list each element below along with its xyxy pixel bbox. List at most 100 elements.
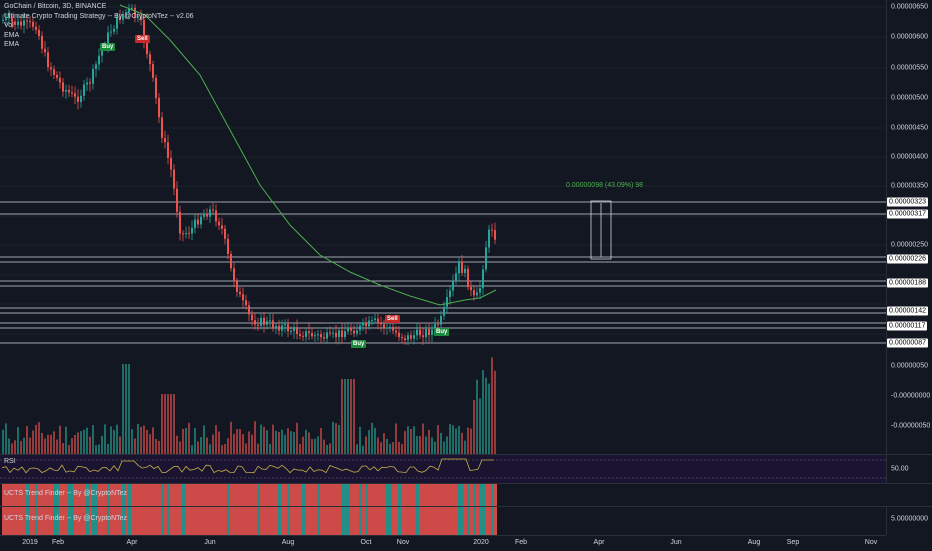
trend-stripe: [455, 507, 458, 535]
candle-body: [158, 98, 160, 118]
trend-finder-title-2[interactable]: UCTS Trend Finder -- By @CryptoNTez: [4, 515, 128, 522]
candlestick-chart[interactable]: [0, 0, 886, 350]
volume-bar: [5, 423, 7, 454]
candle-body: [452, 281, 454, 291]
candle-body: [236, 281, 238, 293]
trend-stripe: [197, 484, 200, 506]
rsi-axis[interactable]: 50.00: [886, 455, 932, 483]
trend-stripe: [143, 507, 146, 535]
candle-body: [164, 138, 166, 143]
trend-finder-title-1[interactable]: UCTS Trend Finder -- By @CryptoNTez: [4, 490, 128, 497]
trend-stripe: [38, 507, 41, 535]
candle-body: [299, 334, 301, 336]
rsi-title[interactable]: RSI: [4, 458, 16, 465]
legend-ema-1[interactable]: EMA: [4, 31, 20, 39]
trend-stripe: [281, 507, 284, 535]
volume-bar: [20, 441, 22, 454]
trend-stripe: [230, 507, 233, 535]
trend-stripe: [452, 484, 455, 506]
signal-buy-1: Buy: [100, 43, 116, 51]
trend-stripe: [143, 484, 146, 506]
trend-stripe: [464, 507, 467, 535]
pane-separator[interactable]: [0, 483, 932, 484]
trend-stripe: [239, 484, 242, 506]
volume-bar: [257, 443, 259, 454]
trend-stripe: [29, 507, 32, 535]
volume-bar: [287, 428, 289, 454]
trend-stripe: [473, 507, 476, 535]
trend-stripe: [206, 484, 209, 506]
trend-stripe: [20, 484, 23, 506]
pane-separator[interactable]: [0, 506, 932, 507]
time-axis[interactable]: 2019 Feb Apr Jun Aug Oct Nov 2020 Feb Ap…: [0, 535, 886, 551]
volume-bar: [233, 433, 235, 454]
trend-stripe: [173, 484, 176, 506]
trend-stripe: [254, 507, 257, 535]
volume-histogram: [2, 357, 496, 454]
volume-bar: [17, 427, 19, 454]
time-tick: Nov: [396, 539, 410, 546]
trend-stripe: [65, 484, 68, 506]
volume-bar: [284, 434, 286, 454]
trend-stripe: [59, 484, 62, 506]
legend-vol[interactable]: Vol: [4, 22, 14, 29]
time-tick: Sep: [786, 539, 800, 546]
trend-stripe: [98, 484, 101, 506]
candle-body: [470, 287, 472, 291]
rsi-pane[interactable]: RSI: [0, 455, 886, 483]
trend-stripe: [299, 484, 302, 506]
trend-stripe: [35, 484, 38, 506]
trend-axis[interactable]: 5.00000000: [886, 507, 932, 535]
candle-body: [200, 216, 202, 225]
trend-stripe: [191, 507, 194, 535]
pane-separator[interactable]: [0, 454, 932, 455]
trend-stripe: [152, 507, 155, 535]
signal-sell-2: Sell: [385, 315, 400, 323]
candle-body: [392, 327, 394, 331]
price-axis[interactable]: 0.00000650 0.00000600 0.00000550 0.00000…: [886, 0, 932, 350]
time-tick: Oct: [360, 539, 372, 546]
trend-stripe: [416, 484, 419, 506]
volume-bar: [470, 428, 472, 454]
trend-stripe: [368, 484, 371, 506]
candle-body: [230, 254, 232, 269]
trend-stripe: [401, 484, 404, 506]
candle-body: [374, 318, 376, 321]
volume-bar: [122, 364, 124, 454]
volume-pane[interactable]: [0, 350, 886, 454]
trend-stripe: [179, 507, 182, 535]
candle-body: [317, 334, 319, 336]
trend-stripe: [242, 484, 245, 506]
volume-axis[interactable]: 0.00000050 -0.00000000 -0.00000050: [886, 350, 932, 454]
trend-stripe: [218, 484, 221, 506]
trend-stripe: [407, 507, 410, 535]
trend-stripe: [11, 484, 14, 506]
trend-stripe: [260, 507, 263, 535]
trend-stripe: [83, 484, 86, 506]
trend-stripe: [212, 507, 215, 535]
trend-stripe: [392, 507, 395, 535]
trend-stripe: [281, 484, 284, 506]
trend-stripe: [113, 484, 116, 506]
price-tick: 0.00000600: [891, 33, 928, 41]
trend-stripe: [338, 484, 341, 506]
trend-finder-pane-2[interactable]: UCTS Trend Finder -- By @CryptoNTez: [0, 507, 886, 535]
trend-stripe: [365, 507, 368, 535]
strategy-title[interactable]: Ultimate Crypto Trading Strategy -- By @…: [4, 12, 194, 20]
price-pane[interactable]: GoChain / Bitcoin, 3D, BINANCE Ultimate …: [0, 0, 886, 350]
candle-body: [86, 82, 88, 85]
candle-body: [332, 332, 334, 334]
symbol-title[interactable]: GoChain / Bitcoin, 3D, BINANCE: [4, 3, 107, 10]
legend-ema-2[interactable]: EMA: [4, 41, 20, 48]
trend-finder-pane-1[interactable]: UCTS Trend Finder -- By @CryptoNTez: [0, 484, 886, 506]
candle-body: [239, 292, 241, 295]
volume-bar: [140, 426, 142, 454]
trend-stripe: [5, 507, 8, 535]
candle-body: [305, 331, 307, 337]
volume-bar: [83, 429, 85, 454]
candle-body: [380, 322, 382, 325]
volume-bar: [482, 370, 484, 454]
candle-body: [134, 7, 136, 18]
trend-stripe: [14, 507, 17, 535]
candle-body: [320, 334, 322, 338]
